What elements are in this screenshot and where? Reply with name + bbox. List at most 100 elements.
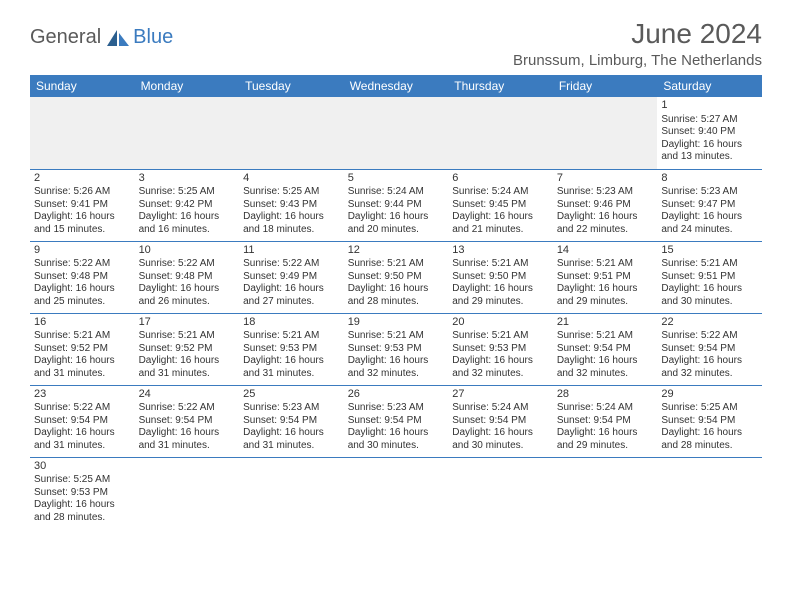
calendar-cell: 13Sunrise: 5:21 AMSunset: 9:50 PMDayligh… (448, 241, 553, 313)
sunset-text: Sunset: 9:40 PM (661, 126, 758, 139)
day-number: 26 (348, 388, 445, 402)
sunrise-text: Sunrise: 5:22 AM (243, 258, 340, 271)
day-number: 27 (452, 388, 549, 402)
calendar-week-row: 30Sunrise: 5:25 AMSunset: 9:53 PMDayligh… (30, 457, 762, 529)
daylight-text: Daylight: 16 hours and 27 minutes. (243, 283, 340, 308)
sunrise-text: Sunrise: 5:21 AM (557, 330, 654, 343)
daylight-text: Daylight: 16 hours and 13 minutes. (661, 139, 758, 164)
calendar-cell: 4Sunrise: 5:25 AMSunset: 9:43 PMDaylight… (239, 169, 344, 241)
day-number: 8 (661, 172, 758, 186)
sunset-text: Sunset: 9:51 PM (557, 271, 654, 284)
calendar-cell: 28Sunrise: 5:24 AMSunset: 9:54 PMDayligh… (553, 385, 658, 457)
sunset-text: Sunset: 9:54 PM (34, 415, 131, 428)
calendar-cell (448, 97, 553, 169)
sunrise-text: Sunrise: 5:23 AM (557, 186, 654, 199)
calendar-cell (135, 97, 240, 169)
daylight-text: Daylight: 16 hours and 18 minutes. (243, 211, 340, 236)
day-number: 18 (243, 316, 340, 330)
sunset-text: Sunset: 9:47 PM (661, 199, 758, 212)
calendar-cell: 16Sunrise: 5:21 AMSunset: 9:52 PMDayligh… (30, 313, 135, 385)
calendar-cell: 18Sunrise: 5:21 AMSunset: 9:53 PMDayligh… (239, 313, 344, 385)
daylight-text: Daylight: 16 hours and 31 minutes. (34, 427, 131, 452)
calendar-cell: 2Sunrise: 5:26 AMSunset: 9:41 PMDaylight… (30, 169, 135, 241)
sunset-text: Sunset: 9:44 PM (348, 199, 445, 212)
sunrise-text: Sunrise: 5:24 AM (452, 186, 549, 199)
calendar-cell: 1Sunrise: 5:27 AMSunset: 9:40 PMDaylight… (657, 97, 762, 169)
sunset-text: Sunset: 9:49 PM (243, 271, 340, 284)
day-number: 1 (661, 99, 758, 113)
calendar-table: Sunday Monday Tuesday Wednesday Thursday… (30, 75, 762, 529)
day-number: 7 (557, 172, 654, 186)
daylight-text: Daylight: 16 hours and 31 minutes. (139, 427, 236, 452)
calendar-week-row: 1Sunrise: 5:27 AMSunset: 9:40 PMDaylight… (30, 97, 762, 169)
month-title: June 2024 (513, 18, 762, 50)
calendar-cell: 7Sunrise: 5:23 AMSunset: 9:46 PMDaylight… (553, 169, 658, 241)
daylight-text: Daylight: 16 hours and 28 minutes. (661, 427, 758, 452)
daylight-text: Daylight: 16 hours and 15 minutes. (34, 211, 131, 236)
sunrise-text: Sunrise: 5:22 AM (34, 258, 131, 271)
daylight-text: Daylight: 16 hours and 16 minutes. (139, 211, 236, 236)
sunset-text: Sunset: 9:51 PM (661, 271, 758, 284)
daylight-text: Daylight: 16 hours and 29 minutes. (557, 283, 654, 308)
sunrise-text: Sunrise: 5:21 AM (452, 330, 549, 343)
sunrise-text: Sunrise: 5:21 AM (139, 330, 236, 343)
calendar-cell (135, 457, 240, 529)
logo-text-blue: Blue (133, 26, 173, 49)
day-number: 28 (557, 388, 654, 402)
sunset-text: Sunset: 9:43 PM (243, 199, 340, 212)
sunrise-text: Sunrise: 5:23 AM (243, 402, 340, 415)
sunrise-text: Sunrise: 5:25 AM (661, 402, 758, 415)
daylight-text: Daylight: 16 hours and 31 minutes. (34, 355, 131, 380)
day-number: 30 (34, 460, 131, 474)
sunrise-text: Sunrise: 5:23 AM (661, 186, 758, 199)
day-number: 6 (452, 172, 549, 186)
daylight-text: Daylight: 16 hours and 30 minutes. (452, 427, 549, 452)
daylight-text: Daylight: 16 hours and 32 minutes. (661, 355, 758, 380)
sunrise-text: Sunrise: 5:24 AM (348, 186, 445, 199)
calendar-cell: 15Sunrise: 5:21 AMSunset: 9:51 PMDayligh… (657, 241, 762, 313)
sunset-text: Sunset: 9:53 PM (243, 343, 340, 356)
calendar-cell: 17Sunrise: 5:21 AMSunset: 9:52 PMDayligh… (135, 313, 240, 385)
day-number: 9 (34, 244, 131, 258)
sunset-text: Sunset: 9:54 PM (348, 415, 445, 428)
day-number: 15 (661, 244, 758, 258)
calendar-cell: 29Sunrise: 5:25 AMSunset: 9:54 PMDayligh… (657, 385, 762, 457)
calendar-cell: 21Sunrise: 5:21 AMSunset: 9:54 PMDayligh… (553, 313, 658, 385)
sunrise-text: Sunrise: 5:21 AM (348, 258, 445, 271)
calendar-cell: 3Sunrise: 5:25 AMSunset: 9:42 PMDaylight… (135, 169, 240, 241)
calendar-cell: 24Sunrise: 5:22 AMSunset: 9:54 PMDayligh… (135, 385, 240, 457)
daylight-text: Daylight: 16 hours and 20 minutes. (348, 211, 445, 236)
daylight-text: Daylight: 16 hours and 24 minutes. (661, 211, 758, 236)
sunrise-text: Sunrise: 5:22 AM (139, 258, 236, 271)
calendar-cell (553, 457, 658, 529)
calendar-cell: 30Sunrise: 5:25 AMSunset: 9:53 PMDayligh… (30, 457, 135, 529)
weekday-header: Saturday (657, 75, 762, 97)
calendar-cell: 12Sunrise: 5:21 AMSunset: 9:50 PMDayligh… (344, 241, 449, 313)
daylight-text: Daylight: 16 hours and 30 minutes. (661, 283, 758, 308)
daylight-text: Daylight: 16 hours and 29 minutes. (452, 283, 549, 308)
sunset-text: Sunset: 9:54 PM (661, 343, 758, 356)
sunset-text: Sunset: 9:52 PM (139, 343, 236, 356)
weekday-header: Monday (135, 75, 240, 97)
sunset-text: Sunset: 9:54 PM (557, 343, 654, 356)
sunrise-text: Sunrise: 5:21 AM (348, 330, 445, 343)
sunset-text: Sunset: 9:50 PM (348, 271, 445, 284)
calendar-cell: 23Sunrise: 5:22 AMSunset: 9:54 PMDayligh… (30, 385, 135, 457)
daylight-text: Daylight: 16 hours and 30 minutes. (348, 427, 445, 452)
sunrise-text: Sunrise: 5:24 AM (557, 402, 654, 415)
day-number: 20 (452, 316, 549, 330)
calendar-cell (657, 457, 762, 529)
sunrise-text: Sunrise: 5:22 AM (139, 402, 236, 415)
sunset-text: Sunset: 9:46 PM (557, 199, 654, 212)
sunset-text: Sunset: 9:48 PM (139, 271, 236, 284)
daylight-text: Daylight: 16 hours and 28 minutes. (348, 283, 445, 308)
sail-icon (105, 28, 131, 48)
sunset-text: Sunset: 9:54 PM (139, 415, 236, 428)
day-number: 11 (243, 244, 340, 258)
weekday-header: Friday (553, 75, 658, 97)
day-number: 13 (452, 244, 549, 258)
sunset-text: Sunset: 9:54 PM (243, 415, 340, 428)
sunset-text: Sunset: 9:54 PM (452, 415, 549, 428)
daylight-text: Daylight: 16 hours and 31 minutes. (139, 355, 236, 380)
day-number: 16 (34, 316, 131, 330)
